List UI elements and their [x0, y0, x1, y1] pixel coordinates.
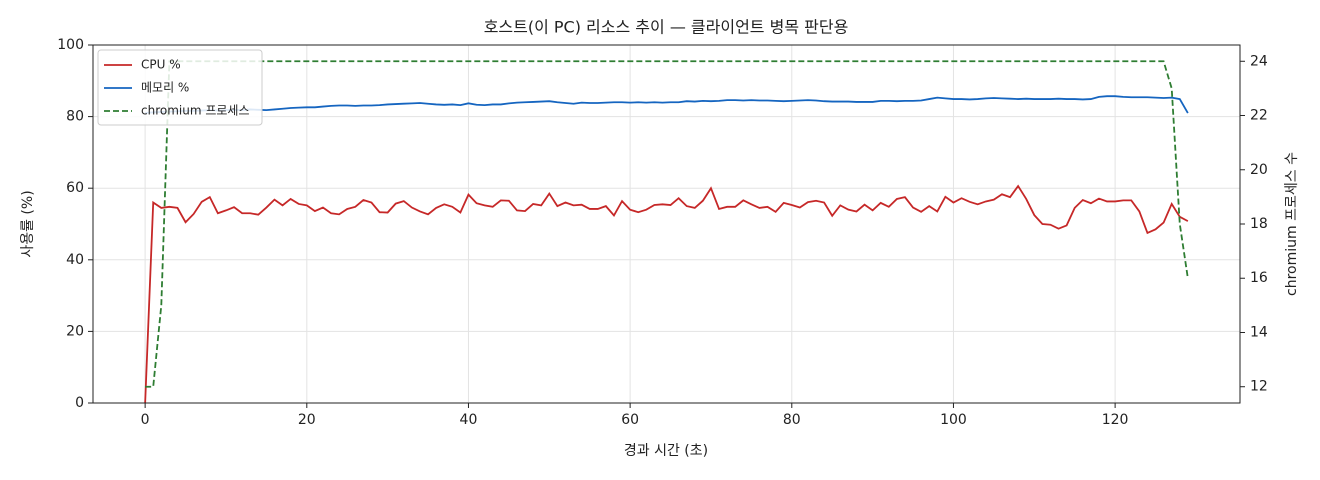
legend: CPU % 메모리 % chromium 프로세스: [97, 49, 263, 126]
x-tick-label: 60: [621, 412, 639, 428]
y2-tick-label: 20: [1250, 162, 1268, 178]
chart-title: 호스트(이 PC) 리소스 추이 — 클라이언트 병목 판단용: [484, 18, 849, 37]
y2-tick-label: 12: [1250, 379, 1268, 395]
series-line: [144, 184, 1189, 404]
x-tick-label: 40: [460, 412, 478, 428]
legend-label: 메모리 %: [141, 81, 189, 95]
y-axis-label: 사용률 (%): [20, 190, 36, 257]
y2-tick-label: 18: [1250, 216, 1268, 232]
x-axis-label: 경과 시간 (초): [624, 443, 708, 459]
legend-label: chromium 프로세스: [141, 104, 250, 118]
y2-tick-label: 22: [1250, 108, 1268, 124]
y-tick-label: 0: [75, 395, 84, 411]
series-line: [145, 95, 1189, 114]
legend-box: [97, 49, 263, 126]
y2-tick-label: 16: [1250, 270, 1268, 286]
x-tick-label: 20: [298, 412, 316, 428]
x-tick-label: 80: [783, 412, 801, 428]
y-tick-label: 100: [57, 37, 84, 53]
y2-axis-label: chromium 프로세스 수: [1284, 152, 1300, 296]
x-tick-label: 100: [940, 412, 967, 428]
x-tick-label: 120: [1102, 412, 1129, 428]
plot-area: [144, 60, 1189, 404]
y2-tick-label: 14: [1250, 324, 1268, 340]
y-tick-label: 20: [66, 323, 84, 339]
y2-tick-label: 24: [1250, 53, 1268, 69]
x-tick-label: 0: [141, 412, 150, 428]
y-tick-label: 40: [66, 252, 84, 268]
series-line: [145, 60, 1189, 388]
y-tick-label: 80: [66, 109, 84, 125]
legend-label: CPU %: [141, 58, 181, 72]
y-tick-label: 60: [66, 180, 84, 196]
